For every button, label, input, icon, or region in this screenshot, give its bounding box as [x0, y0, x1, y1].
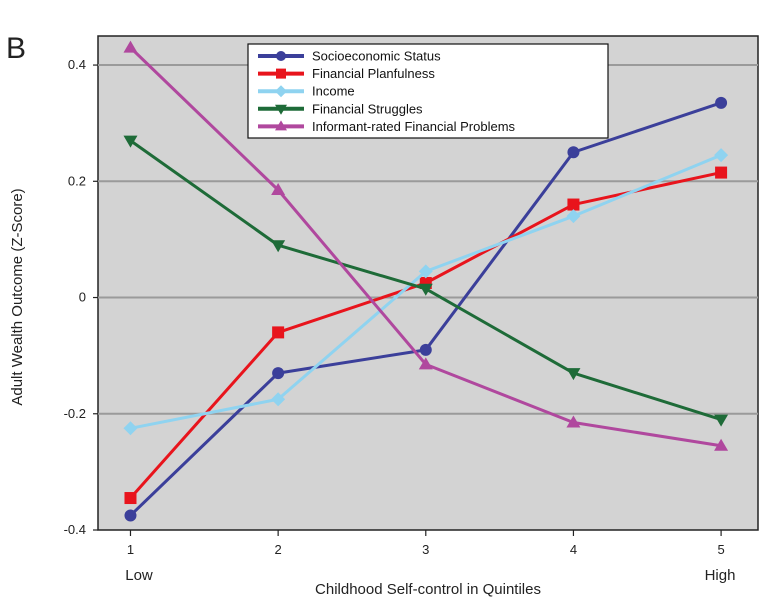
data-point: [123, 135, 138, 148]
x-axis-label: Childhood Self-control in Quintiles: [315, 581, 541, 598]
data-point: [272, 326, 285, 339]
data-point: [567, 198, 580, 211]
y-tick-label: -0.4: [64, 522, 86, 537]
legend-label: Financial Struggles: [312, 101, 423, 116]
data-point: [566, 209, 581, 224]
legend-entry: Financial Struggles: [258, 101, 423, 116]
legend-entry: Income: [258, 84, 355, 99]
data-point: [566, 415, 581, 428]
data-point: [123, 40, 138, 53]
y-tick-label: -0.2: [64, 406, 86, 421]
data-point: [124, 492, 137, 505]
legend-label: Financial Planfulness: [312, 66, 435, 81]
data-point: [714, 438, 729, 451]
panel-label: B: [6, 32, 26, 65]
x-end-label-low: Low: [125, 567, 153, 584]
data-point: [419, 343, 432, 356]
data-point: [271, 240, 286, 253]
series-socioeconomic-status: [124, 96, 728, 522]
y-tick-label: 0.2: [68, 173, 86, 188]
data-point: [714, 414, 729, 427]
data-point: [715, 166, 728, 179]
data-point: [418, 264, 433, 279]
y-axis-label: Adult Wealth Outcome (Z-Score): [9, 188, 26, 405]
data-point: [271, 392, 286, 407]
axes: -0.4 -0.2 0 0.2 0.4 1 2 3 4 5: [64, 57, 725, 557]
data-point: [275, 85, 287, 98]
x-tick-label: 1: [127, 542, 134, 557]
x-tick-label: 4: [570, 542, 577, 557]
x-tick-label: 5: [717, 542, 724, 557]
data-point: [123, 421, 138, 436]
data-point: [276, 51, 286, 61]
legend-entry: Informant-rated Financial Problems: [258, 119, 516, 134]
data-point: [276, 68, 286, 79]
data-point: [272, 367, 285, 380]
series-income: [123, 148, 729, 436]
data-point: [275, 104, 287, 115]
legend-label: Income: [312, 84, 355, 99]
legend-label: Informant-rated Financial Problems: [312, 119, 516, 134]
data-point: [566, 368, 581, 381]
series-informant-rated-financial-problems: [123, 40, 729, 451]
x-tick-label: 3: [422, 542, 429, 557]
data-point: [714, 148, 729, 163]
legend-label: Socioeconomic Status: [312, 49, 441, 64]
data-point: [124, 509, 137, 522]
data-point: [418, 283, 433, 296]
y-tick-label: 0: [79, 290, 86, 305]
legend-box: [247, 43, 609, 139]
legend-entry: Socioeconomic Status: [258, 49, 441, 64]
x-end-label-high: High: [705, 567, 736, 584]
data-point: [271, 183, 286, 196]
data-point: [418, 357, 433, 370]
legend-entry: Financial Planfulness: [258, 66, 435, 81]
y-tick-label: 0.4: [68, 57, 86, 72]
data-point: [567, 146, 580, 159]
x-tick-label: 2: [275, 542, 282, 557]
series-layer: [123, 40, 729, 522]
legend: Socioeconomic Status Financial Planfulnes…: [247, 43, 609, 139]
data-point: [275, 120, 287, 131]
series-financial-struggles: [123, 135, 729, 427]
data-point: [715, 96, 728, 109]
